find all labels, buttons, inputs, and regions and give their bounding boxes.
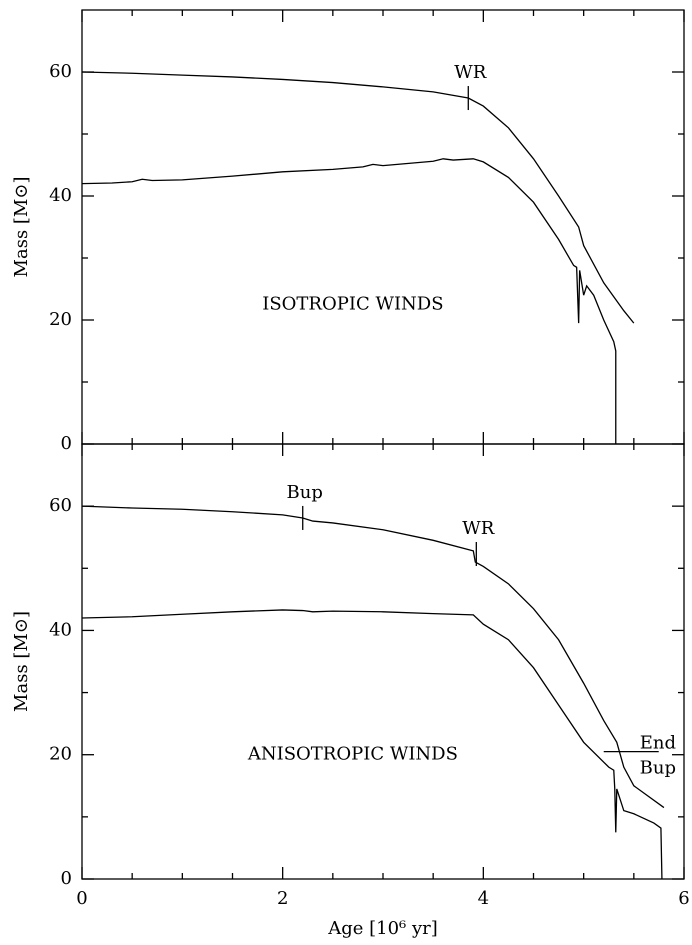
- x-tick-label: 4: [478, 888, 489, 909]
- annotation-text: Bup: [287, 482, 323, 503]
- annotation-text: WR: [454, 62, 487, 83]
- data-line: [81, 158, 617, 444]
- y-tick-label: 60: [49, 495, 72, 516]
- y-tick-label: 20: [49, 309, 72, 330]
- y-tick-label: 60: [49, 61, 72, 82]
- y-tick-label: 40: [49, 619, 72, 640]
- data-line: [81, 505, 665, 809]
- annotation-text: Bup: [640, 758, 676, 779]
- y-axis-label: Mass [M⊙]: [11, 177, 32, 278]
- x-tick-label: 2: [277, 888, 288, 909]
- y-tick-label: 40: [49, 185, 72, 206]
- x-axis-label: Age [10⁶ yr]: [327, 918, 438, 939]
- y-tick-label: 20: [49, 744, 72, 765]
- x-tick-label: 0: [76, 888, 87, 909]
- y-tick-label: 0: [61, 433, 72, 454]
- annotation-text: End: [640, 733, 676, 754]
- y-axis-label: Mass [M⊙]: [11, 611, 32, 712]
- x-tick-label: 6: [678, 888, 689, 909]
- panel-label: ISOTROPIC WINDS: [262, 294, 443, 315]
- annotation-text: WR: [462, 518, 495, 539]
- data-line: [81, 71, 635, 324]
- y-tick-label: 0: [61, 868, 72, 889]
- data-line: [81, 609, 663, 880]
- panel-label: ANISOTROPIC WINDS: [247, 744, 458, 765]
